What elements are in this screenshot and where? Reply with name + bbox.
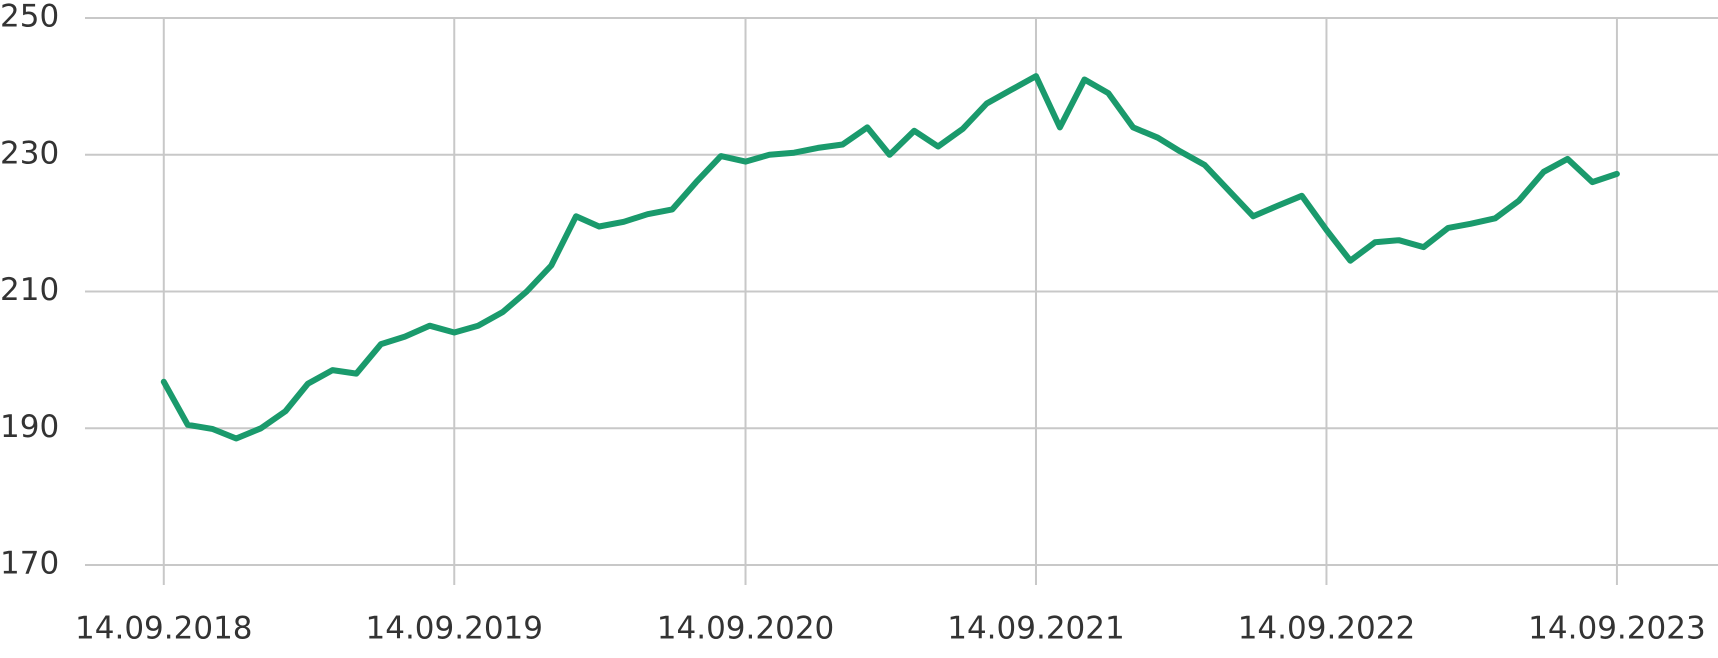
- x-tick-label: 14.09.2020: [657, 611, 835, 647]
- y-tick-label: 170: [0, 546, 59, 582]
- y-tick-label: 230: [0, 135, 59, 171]
- y-tick-label: 210: [0, 272, 59, 308]
- x-tick-label: 14.09.2023: [1528, 611, 1706, 647]
- x-tick-label: 14.09.2021: [947, 611, 1125, 647]
- data-line: [160, 73, 1620, 442]
- x-tick-label: 14.09.2022: [1238, 611, 1416, 647]
- y-tick-label: 250: [0, 0, 59, 35]
- y-tick-label: 190: [0, 409, 59, 445]
- x-tick-label: 14.09.2018: [75, 611, 253, 647]
- x-tick-label: 14.09.2019: [366, 611, 544, 647]
